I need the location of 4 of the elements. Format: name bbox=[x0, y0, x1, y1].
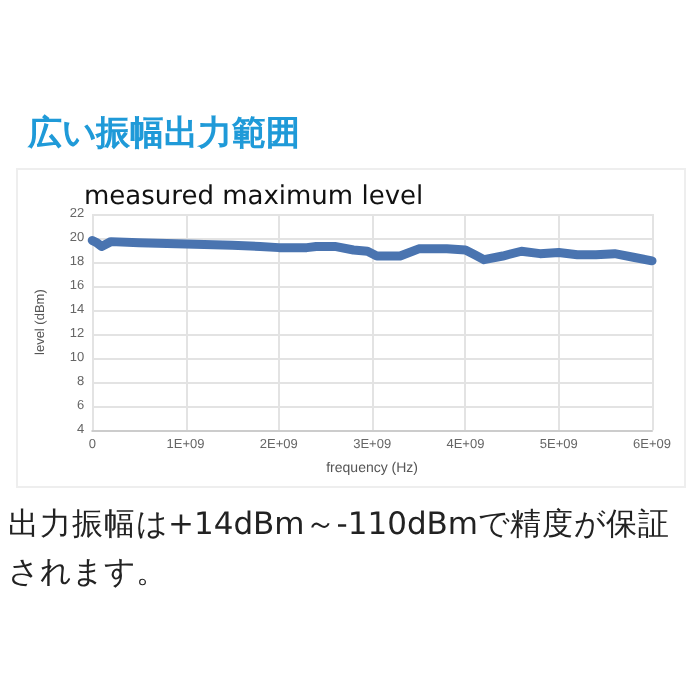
chart-subtitle: measured maximum level bbox=[84, 182, 424, 212]
line-series bbox=[87, 235, 657, 266]
chart-title: 広い振幅出力範囲 bbox=[28, 112, 300, 156]
text: 出力振幅は+14dBm～-110dBmで精度が保証されます。 bbox=[8, 504, 673, 594]
